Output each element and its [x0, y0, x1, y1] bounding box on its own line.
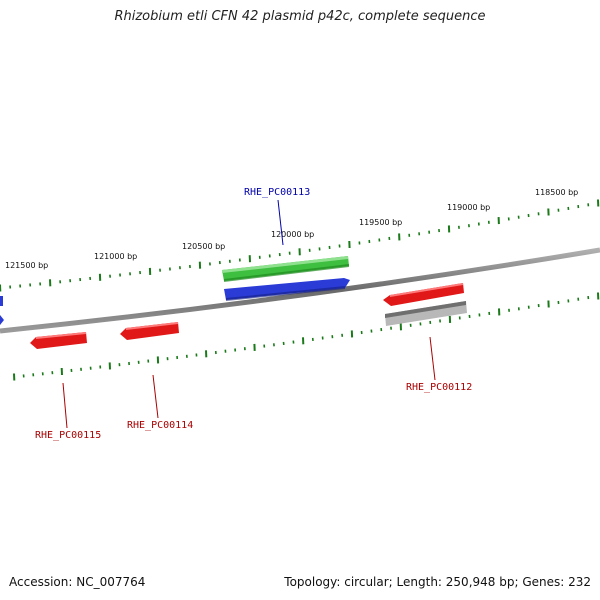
gene-forward-edge[interactable]	[0, 296, 4, 325]
scale-label-121500: 121500 bp	[5, 261, 48, 270]
gene-rhe-pc00112[interactable]	[383, 283, 464, 306]
scale-label-118500: 118500 bp	[535, 188, 578, 197]
scale-label-120000: 120000 bp	[271, 230, 314, 239]
gene-rna-green[interactable]	[222, 256, 349, 282]
gene-label-rhe-pc00113[interactable]: RHE_PC00113	[244, 187, 310, 198]
gene-rhe-pc00114[interactable]	[120, 322, 179, 340]
scale-label-120500: 120500 bp	[182, 242, 225, 251]
leader-line-rhe-pc00115	[62, 382, 68, 429]
inner-scale-ticks	[13, 292, 600, 381]
outer-scale-ticks	[0, 199, 600, 292]
scale-label-121000: 121000 bp	[94, 252, 137, 261]
genome-backbone	[0, 247, 600, 334]
summary-text: Topology: circular; Length: 250,948 bp; …	[284, 575, 591, 589]
map-title: Rhizobium etli CFN 42 plasmid p42c, comp…	[114, 9, 486, 24]
gene-label-rhe-pc00112[interactable]: RHE_PC00112	[406, 382, 472, 393]
leader-line-rhe-pc00114	[152, 374, 159, 419]
gene-pseudo-grey[interactable]	[385, 301, 467, 326]
leader-line-rhe-pc00112	[429, 336, 436, 381]
accession-text: Accession: NC_007764	[9, 575, 146, 589]
gene-label-rhe-pc00115[interactable]: RHE_PC00115	[35, 430, 101, 441]
scale-label-119000: 119000 bp	[447, 203, 490, 212]
gene-rhe-pc00115[interactable]	[30, 332, 87, 349]
leader-line-rhe-pc00113	[277, 199, 284, 246]
scale-label-119500: 119500 bp	[359, 218, 402, 227]
gene-rhe-pc00113[interactable]	[224, 278, 350, 301]
gene-label-rhe-pc00114[interactable]: RHE_PC00114	[127, 420, 193, 431]
